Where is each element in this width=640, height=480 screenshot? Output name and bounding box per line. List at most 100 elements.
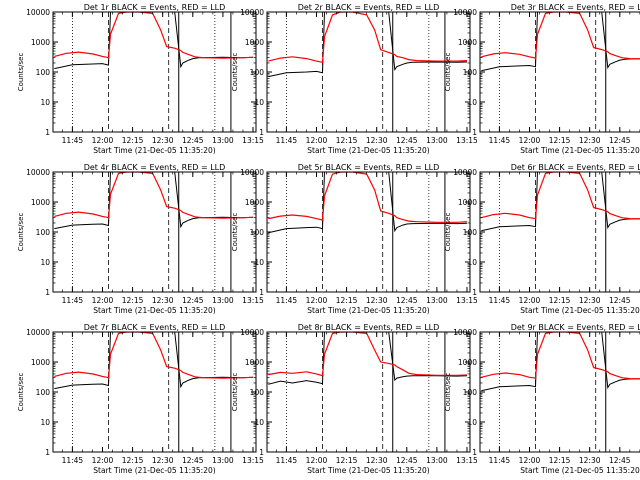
y-tick-label: 10000	[240, 328, 264, 337]
series-events-line	[481, 172, 640, 232]
y-tick-label: 10	[40, 98, 50, 107]
y-tick-label: 100	[250, 388, 265, 397]
x-tick-label: 12:30	[152, 136, 174, 145]
x-tick-label: 12:00	[92, 296, 114, 305]
y-tick-label: 1	[259, 288, 264, 297]
y-axis-label: Counts/sec	[17, 53, 25, 92]
x-tick-label: 11:45	[489, 136, 511, 145]
x-tick-label: 12:30	[366, 456, 388, 465]
x-tick-label: 13:00	[212, 136, 234, 145]
panel-det-5: Det 5r BLACK = Events, RED = LLD 1 10 100 10…	[231, 163, 478, 315]
x-tick-label: 13:00	[426, 296, 448, 305]
y-axis-label: Counts/sec	[444, 53, 452, 92]
x-axis-label: Start Time (21-Dec-05 11:35:20)	[520, 466, 640, 475]
x-tick-label: 12:30	[152, 296, 174, 305]
plot-frame	[479, 331, 640, 453]
x-tick-label: 12:45	[396, 456, 418, 465]
y-tick-label: 100	[463, 388, 478, 397]
y-tick-label: 1	[259, 448, 264, 457]
panel-det-8: Det 8r BLACK = Events, RED = LLD 1 10 100 10…	[231, 323, 478, 475]
x-tick-label: 13:15	[456, 296, 478, 305]
y-tick-label: 1000	[31, 358, 50, 367]
x-tick-label: 13:15	[242, 296, 264, 305]
x-tick-label: 13:00	[426, 456, 448, 465]
panel-det-4: Det 4r BLACK = Events, RED = LLD 1 10 100 10…	[17, 163, 264, 315]
panel-det-1: Det 1r BLACK = Events, RED = LLD 1 10 100 10…	[17, 3, 264, 155]
y-tick-label: 10	[467, 418, 477, 427]
x-tick-label: 12:30	[579, 296, 601, 305]
series-lld-line	[54, 332, 254, 379]
y-tick-label: 100	[463, 228, 478, 237]
x-tick-label: 11:45	[276, 296, 298, 305]
plot-frame	[266, 331, 471, 453]
series-events-line	[54, 12, 254, 70]
x-tick-label: 12:00	[92, 136, 114, 145]
y-tick-label: 100	[463, 68, 478, 77]
y-tick-label: 10000	[453, 328, 477, 337]
y-tick-label: 10	[467, 258, 477, 267]
x-tick-label: 12:30	[152, 456, 174, 465]
y-tick-label: 1	[472, 288, 477, 297]
y-tick-label: 1000	[245, 38, 264, 47]
panel-det-7: Det 7r BLACK = Events, RED = LLD 1 10 100 10…	[17, 323, 264, 475]
y-tick-label: 100	[36, 228, 51, 237]
y-tick-label: 10	[254, 258, 264, 267]
y-tick-label: 10000	[453, 8, 477, 17]
x-tick-label: 12:00	[306, 296, 328, 305]
x-tick-label: 13:00	[212, 296, 234, 305]
y-tick-label: 10	[40, 258, 50, 267]
y-tick-label: 10000	[453, 168, 477, 177]
y-tick-label: 1	[259, 128, 264, 137]
y-tick-label: 10	[254, 418, 264, 427]
x-tick-label: 12:45	[182, 136, 204, 145]
x-axis-label: Start Time (21-Dec-05 11:35:20)	[307, 146, 429, 155]
series-events-line	[268, 12, 468, 78]
panel-det-3: Det 3r BLACK = Events, RED = LLD 1 10 100 10…	[444, 3, 640, 155]
y-tick-label: 1000	[31, 38, 50, 47]
y-tick-label: 1000	[458, 198, 477, 207]
x-tick-label: 13:15	[456, 136, 478, 145]
plot-frame	[266, 171, 471, 293]
x-tick-label: 12:15	[336, 136, 358, 145]
y-tick-label: 1000	[458, 38, 477, 47]
panel-title: Det 6r BLACK = Events, RED = LLD	[511, 163, 640, 172]
x-tick-label: 12:30	[366, 136, 388, 145]
y-tick-label: 100	[36, 68, 51, 77]
y-tick-label: 1	[45, 448, 50, 457]
panel-title: Det 9r BLACK = Events, RED = LLD	[511, 323, 640, 332]
x-axis-label: Start Time (21-Dec-05 11:35:20)	[307, 306, 429, 315]
panel-title: Det 4r BLACK = Events, RED = LLD	[84, 163, 226, 172]
x-tick-label: 12:15	[549, 136, 571, 145]
y-tick-label: 1	[45, 128, 50, 137]
x-tick-label: 12:00	[92, 456, 114, 465]
x-tick-label: 11:45	[62, 136, 84, 145]
series-events-line	[54, 332, 254, 390]
y-tick-label: 10	[40, 418, 50, 427]
plot-frame	[479, 171, 640, 293]
series-lld-line	[481, 332, 640, 380]
series-lld-line	[481, 172, 640, 220]
y-tick-label: 1000	[31, 198, 50, 207]
x-tick-label: 12:45	[609, 136, 631, 145]
series-events-line	[54, 172, 254, 230]
x-tick-label: 12:15	[122, 456, 144, 465]
x-axis-label: Start Time (21-Dec-05 11:35:20)	[93, 306, 215, 315]
y-tick-label: 1	[45, 288, 50, 297]
series-events-line	[268, 172, 468, 234]
plot-frame	[52, 171, 257, 293]
y-axis-label: Counts/sec	[231, 213, 239, 252]
x-tick-label: 12:15	[122, 136, 144, 145]
x-tick-label: 13:15	[456, 456, 478, 465]
x-tick-label: 12:30	[579, 136, 601, 145]
x-tick-label: 12:00	[519, 296, 541, 305]
series-lld-line	[268, 332, 468, 377]
y-tick-label: 10	[254, 98, 264, 107]
y-axis-label: Counts/sec	[231, 53, 239, 92]
y-tick-label: 1000	[458, 358, 477, 367]
y-tick-label: 10000	[26, 168, 50, 177]
y-tick-label: 1	[472, 128, 477, 137]
x-axis-label: Start Time (21-Dec-05 11:35:20)	[520, 306, 640, 315]
x-tick-label: 12:45	[182, 456, 204, 465]
panel-det-6: Det 6r BLACK = Events, RED = LLD 1 10 100 10…	[444, 163, 640, 315]
series-lld-line	[481, 12, 640, 60]
